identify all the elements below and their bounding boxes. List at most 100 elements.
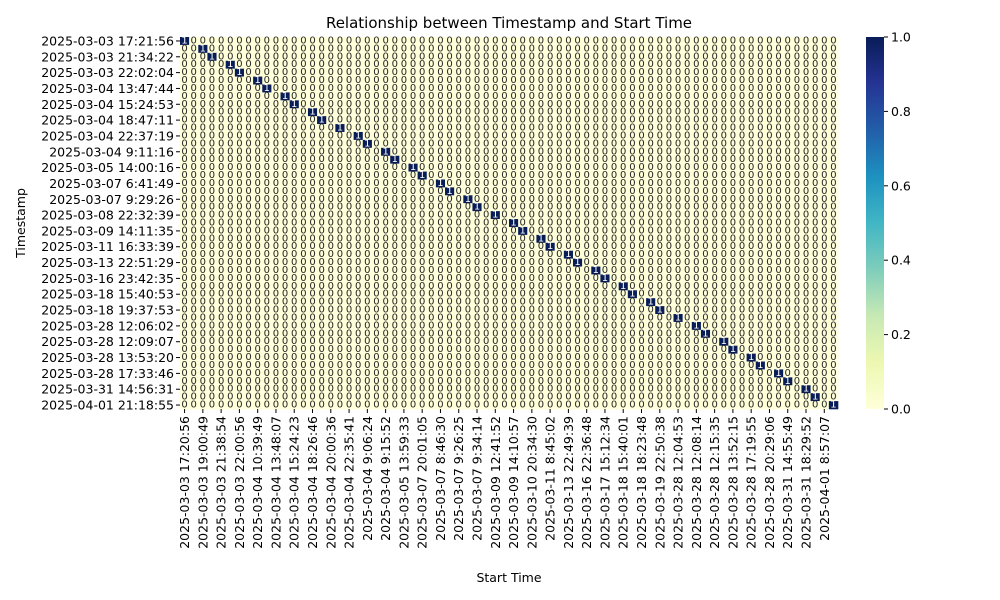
cell: [189, 124, 199, 133]
cell: [700, 108, 711, 117]
cell: [280, 131, 290, 141]
cell: [435, 60, 446, 69]
cell: [344, 108, 354, 117]
cell: [536, 60, 546, 69]
cell: [481, 100, 492, 109]
cell: [728, 76, 738, 85]
cell: [673, 84, 683, 93]
cell: [582, 37, 592, 46]
colorbar: [866, 37, 884, 409]
cell: [390, 124, 400, 133]
cell: [609, 44, 619, 54]
cell: [371, 131, 382, 141]
cell: [509, 100, 519, 109]
cell: [253, 68, 263, 77]
cell: [710, 52, 720, 62]
cell: [682, 37, 693, 46]
cell: [591, 92, 601, 101]
cell: [207, 92, 217, 101]
cell: [262, 139, 272, 149]
cell: [362, 100, 373, 109]
cell: [728, 37, 738, 46]
cell: [609, 124, 619, 133]
cell: [783, 84, 793, 93]
cell: [509, 60, 519, 69]
cell: [810, 44, 821, 54]
cell: [719, 116, 729, 125]
cell: [490, 76, 501, 85]
cell: [262, 92, 272, 101]
cell: [253, 37, 263, 46]
cell: [454, 116, 464, 125]
cell: [426, 116, 437, 125]
cell: [646, 147, 656, 157]
cell: [390, 60, 400, 69]
cell: [682, 108, 693, 117]
cell: [810, 84, 821, 93]
cell: [554, 68, 565, 77]
cell: [362, 84, 373, 93]
cell: [362, 155, 373, 164]
cell: [783, 139, 793, 149]
cell: [591, 139, 601, 149]
cell: [399, 92, 409, 101]
cell: [216, 84, 226, 93]
cell: [509, 52, 519, 62]
cell: [582, 60, 592, 69]
cell: [225, 92, 236, 101]
cell: [253, 139, 263, 149]
cell: [445, 76, 455, 85]
cell: [243, 131, 254, 141]
cell: [710, 100, 720, 109]
cell: [618, 116, 629, 125]
cell: [646, 76, 656, 85]
cell: [490, 116, 501, 125]
cell: [262, 108, 272, 117]
cell: [792, 116, 802, 125]
cell: [536, 76, 546, 85]
cell: [298, 68, 309, 77]
cell: [691, 124, 702, 133]
cell: [445, 52, 455, 62]
cell: [225, 60, 236, 69]
cell: [253, 124, 263, 133]
cell: [445, 147, 455, 157]
cell: [353, 68, 364, 77]
cell: [655, 116, 665, 125]
cell: [783, 52, 793, 62]
cell: [344, 68, 354, 77]
cell: [572, 92, 583, 101]
cell: [262, 84, 272, 93]
cell: [344, 44, 354, 54]
cell: [298, 44, 309, 54]
cell: [307, 52, 318, 62]
cell: [317, 92, 327, 101]
cell: [198, 76, 208, 85]
cell: [591, 60, 601, 69]
cell: [344, 139, 354, 149]
cell: [454, 52, 464, 62]
cell: [307, 84, 318, 93]
cell: [408, 84, 418, 93]
cell: [518, 37, 528, 46]
cell: [417, 131, 428, 141]
cell: [728, 124, 738, 133]
cell: [362, 92, 373, 101]
cell: [198, 147, 208, 157]
cell: [554, 124, 565, 133]
cell: [335, 76, 345, 85]
cell: [774, 60, 784, 69]
cell: [737, 108, 747, 117]
cell: [627, 52, 638, 62]
cell: [381, 100, 391, 109]
cell: [399, 116, 409, 125]
cell: [664, 52, 674, 62]
cell: [746, 100, 757, 109]
cell: [399, 124, 409, 133]
cell: [810, 147, 821, 157]
cell: [627, 92, 638, 101]
cell: [710, 68, 720, 77]
cell: [472, 76, 482, 85]
cell: [280, 100, 290, 109]
cell: [353, 60, 364, 69]
